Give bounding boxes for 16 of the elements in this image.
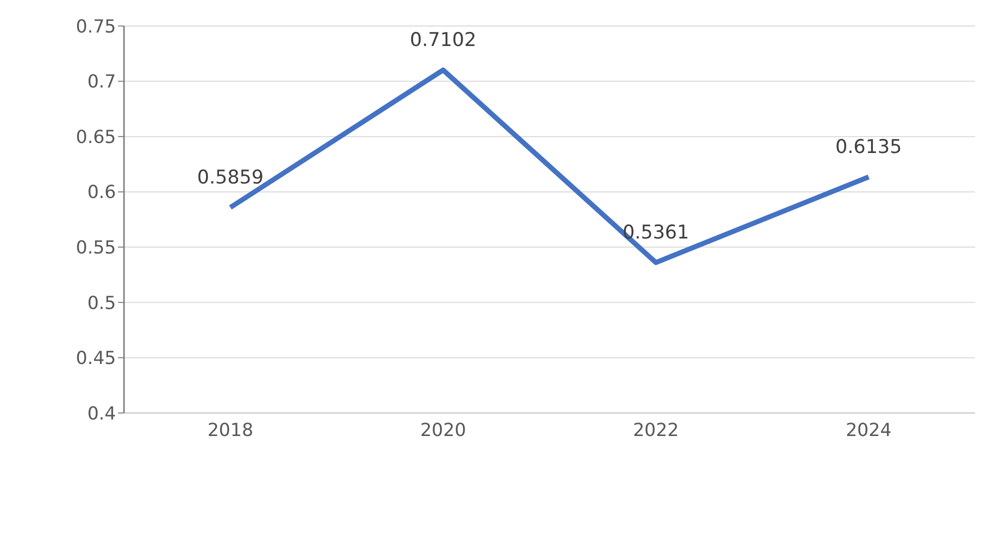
x-tick-label: 2020 (420, 420, 466, 441)
y-tick-label: 0.55 (76, 238, 116, 259)
y-tick-label: 0.4 (87, 403, 116, 424)
x-tick-label: 2022 (632, 420, 679, 441)
data-label: 0.6135 (835, 136, 902, 158)
y-tick-label: 0.75 (76, 16, 116, 38)
y-tick-label: 0.65 (76, 126, 116, 148)
y-tick-label: 0.45 (76, 348, 116, 370)
x-tick-label: 2024 (846, 420, 892, 441)
data-label: 0.5859 (197, 166, 264, 188)
data-label: 0.5361 (622, 222, 690, 244)
y-tick-label: 0.7 (87, 72, 116, 93)
y-tick-label: 0.5 (87, 292, 116, 314)
data-label: 0.7102 (410, 29, 476, 52)
y-tick-label: 0.6 (87, 182, 116, 204)
x-tick-label: 2018 (207, 420, 254, 441)
